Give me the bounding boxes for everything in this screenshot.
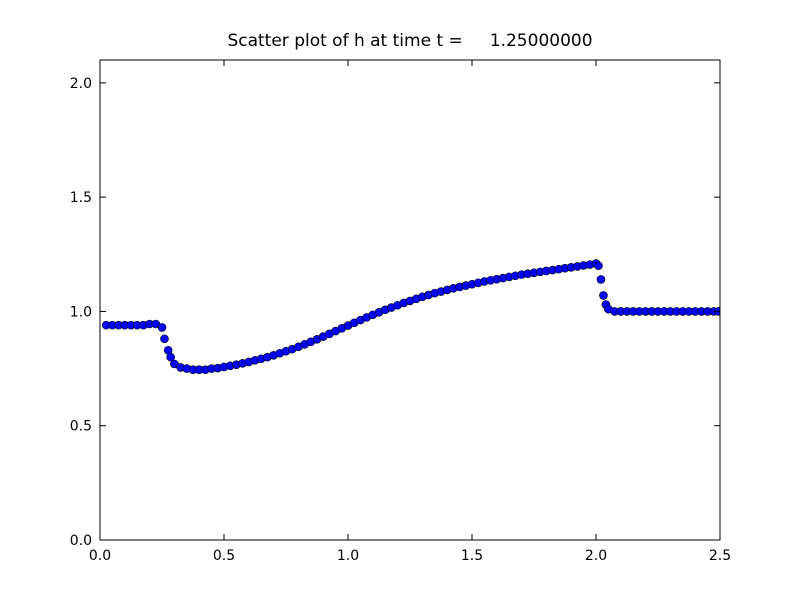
chart-title: Scatter plot of h at time t = 1.25000000 — [227, 31, 592, 51]
point — [599, 291, 608, 300]
y-tick-label: 1.5 — [70, 190, 92, 206]
y-tick-label: 2.0 — [70, 76, 92, 92]
point — [166, 352, 175, 362]
x-tick-label: 2.5 — [709, 548, 731, 564]
point — [160, 334, 169, 344]
points — [101, 259, 720, 375]
point — [594, 261, 603, 271]
point — [157, 323, 167, 332]
y-tick-label: 0.0 — [70, 533, 92, 549]
y-tick-label: 1.0 — [70, 304, 92, 320]
x-tick-label: 0.5 — [213, 548, 235, 564]
x-tick-label: 2.0 — [585, 548, 607, 564]
x-tick-label: 1.0 — [337, 548, 359, 564]
point — [596, 275, 606, 284]
plot-frame — [99, 59, 721, 541]
x-tick-label: 1.5 — [461, 548, 483, 564]
y-tick-label: 0.5 — [70, 419, 92, 435]
x-tick-label: 0.0 — [89, 548, 111, 564]
